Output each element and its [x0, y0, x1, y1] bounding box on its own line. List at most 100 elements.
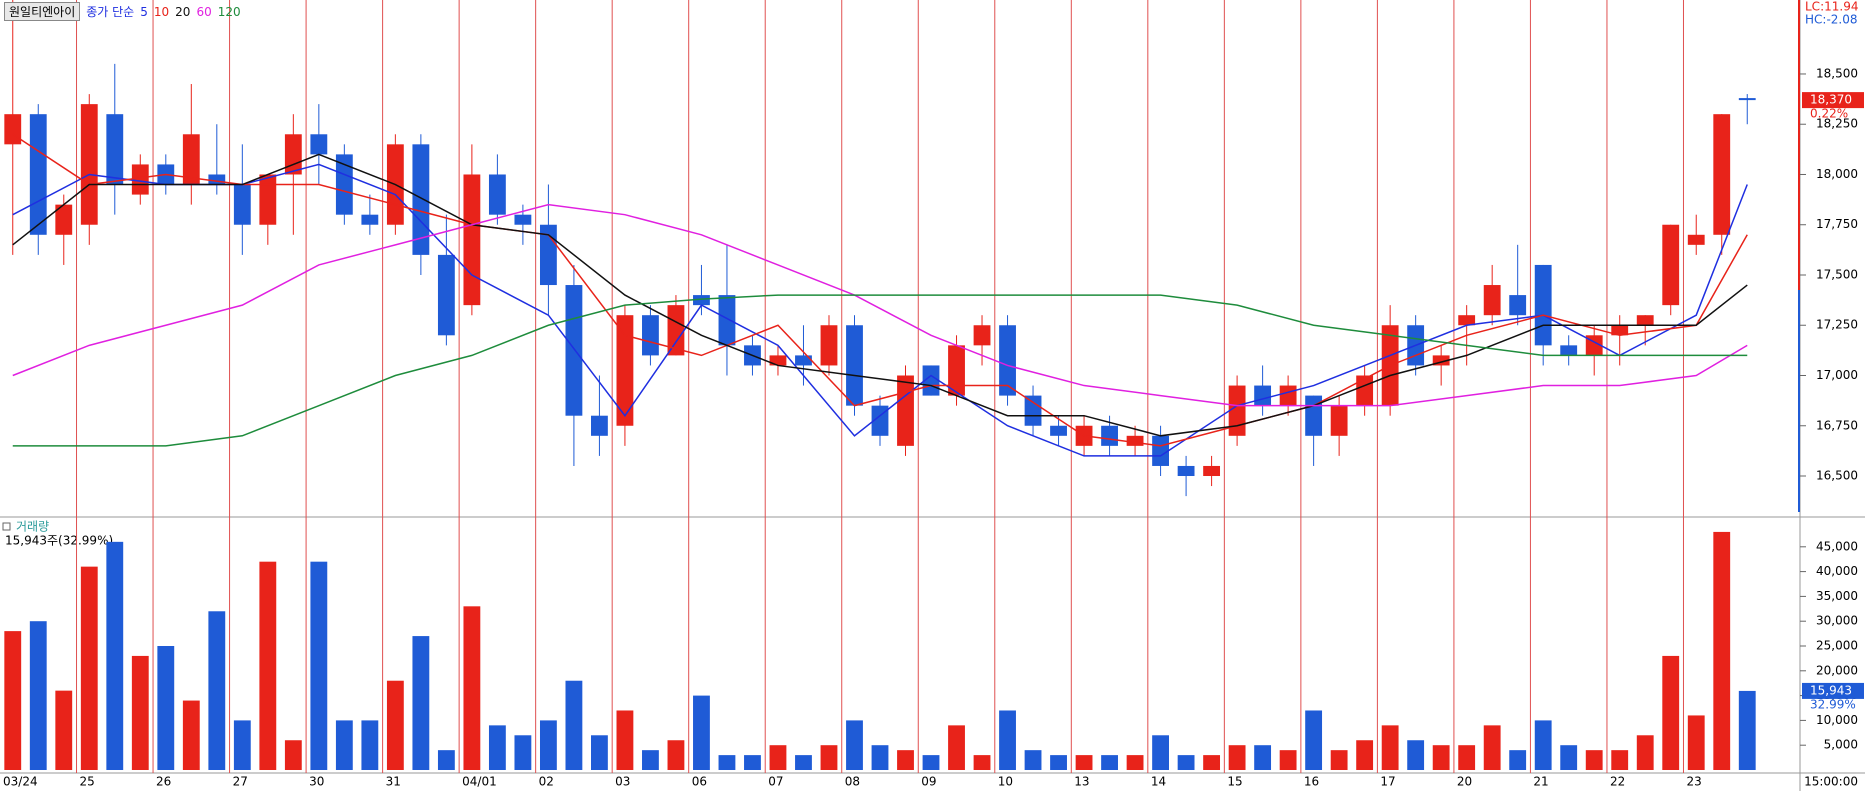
volume-bar — [1254, 745, 1272, 770]
x-tick-label: 23 — [1686, 775, 1701, 789]
candle-body — [1024, 395, 1042, 426]
candle-body — [1432, 355, 1450, 366]
ma-line — [12, 294, 1748, 447]
x-tick-label: 10 — [998, 775, 1013, 789]
volume-bar — [4, 631, 22, 770]
volume-bar — [1381, 725, 1399, 770]
candle-body — [1687, 234, 1705, 245]
y-tick-label: 17,000 — [1816, 368, 1858, 382]
volume-bar — [539, 720, 557, 770]
y-tick-label: 18,500 — [1816, 66, 1858, 80]
y-tick-label: 45,000 — [1816, 539, 1858, 553]
candle-body — [1356, 375, 1374, 406]
volume-bar — [667, 740, 685, 770]
volume-bar — [1024, 750, 1042, 770]
volume-bar — [820, 745, 838, 770]
volume-bar — [1636, 735, 1654, 770]
stock-name[interactable]: 원일티엔아이 — [4, 2, 81, 21]
x-tick-label: 15 — [1227, 775, 1242, 789]
volume-bar — [437, 750, 455, 770]
volume-bar — [591, 735, 608, 770]
candle-body — [1458, 315, 1476, 326]
volume-bar — [973, 755, 991, 770]
candle-body — [948, 345, 965, 396]
volume-bar — [1509, 750, 1527, 770]
candle-body — [55, 204, 73, 235]
x-tick-label: 03 — [615, 775, 630, 789]
volume-bar — [233, 720, 251, 770]
volume-bar — [284, 740, 302, 770]
volume-bar — [693, 695, 710, 770]
volume-bar — [871, 745, 889, 770]
candle-body — [1050, 425, 1067, 436]
volume-bar — [386, 680, 404, 770]
candle-body — [693, 295, 710, 306]
candle-body — [1483, 285, 1501, 316]
ma-line — [12, 153, 1748, 437]
candle-body — [208, 174, 226, 185]
ma-label: 종가 단순 — [86, 5, 135, 19]
candle-body — [1560, 345, 1578, 356]
candle-body — [1330, 405, 1348, 436]
header: 원일티엔아이 종가 단순 5 10 20 60 120 — [4, 2, 241, 21]
candle-body — [1509, 295, 1527, 316]
volume-bar — [922, 755, 940, 770]
candle-body — [1126, 435, 1144, 446]
x-tick-label: 25 — [80, 775, 95, 789]
volume-summary: 15,943주(32.99%) — [5, 534, 113, 548]
x-tick-label: 06 — [692, 775, 707, 789]
candle-body — [718, 295, 736, 346]
volume-bar — [565, 680, 583, 770]
volume-bar — [488, 725, 506, 770]
candle-body — [1534, 264, 1552, 346]
candle-body — [1279, 385, 1297, 406]
volume-bar — [310, 561, 328, 770]
volume-bar — [1560, 745, 1578, 770]
change-label: 0.22% — [1810, 107, 1848, 121]
candle-body — [1713, 114, 1731, 235]
volume-bar — [1534, 720, 1552, 770]
candle-body — [1305, 395, 1323, 436]
candle-body — [565, 285, 583, 416]
candle-body — [1203, 465, 1221, 477]
x-tick-label: 13 — [1074, 775, 1089, 789]
volume-bar — [1228, 745, 1246, 770]
candle-body — [106, 114, 124, 185]
volume-bar — [769, 745, 787, 770]
volume-bar — [1458, 745, 1476, 770]
volume-bar — [1483, 725, 1501, 770]
candle-body — [412, 144, 430, 255]
volume-bar — [718, 755, 736, 770]
volume-bar — [1662, 655, 1680, 770]
candle-body — [463, 174, 481, 306]
candle-body — [361, 214, 379, 225]
candle-body — [846, 325, 863, 406]
candle-body — [1177, 465, 1195, 477]
y-tick-label: 17,500 — [1816, 267, 1858, 281]
volume-bar — [1738, 690, 1756, 770]
volume-bar — [1432, 745, 1450, 770]
candle-body — [233, 184, 251, 225]
volume-bar — [616, 710, 634, 770]
price-marker — [1802, 92, 1864, 109]
volume-bar — [208, 611, 226, 770]
volume-bar — [1050, 755, 1067, 770]
y-tick-label: 20,000 — [1816, 663, 1858, 677]
volume-bar — [1075, 755, 1093, 770]
y-tick-label: 18,250 — [1816, 117, 1858, 131]
x-tick-label: 20 — [1457, 775, 1472, 789]
y-tick-label: 5,000 — [1824, 738, 1858, 752]
legend-entry: 5 — [140, 4, 148, 19]
candle-body — [4, 114, 22, 145]
candle-body — [80, 104, 98, 225]
x-tick-label: 31 — [386, 775, 401, 789]
candle-body — [1101, 425, 1118, 446]
ma-line — [12, 203, 1748, 407]
candle-body — [1152, 435, 1169, 466]
candle-body — [1228, 385, 1246, 436]
x-tick-label: 03/24 — [3, 775, 38, 789]
volume-bar — [1279, 750, 1297, 770]
x-tick-label: 21 — [1533, 775, 1548, 789]
volume-bar — [1713, 531, 1731, 770]
